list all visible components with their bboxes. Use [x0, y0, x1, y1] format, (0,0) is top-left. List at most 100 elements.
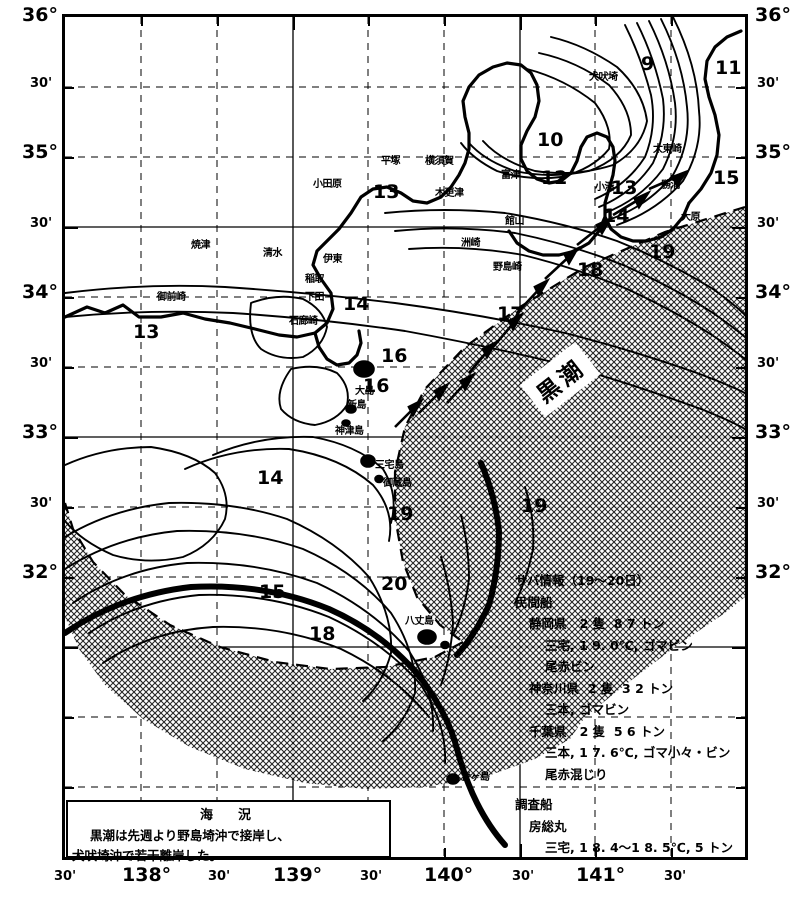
lon-label-138: 138° [122, 864, 172, 886]
place-label-hachijojima: 八丈島 [405, 616, 434, 627]
tick-left-4 [65, 297, 74, 299]
saba-entry-3-vessel-name: 房総丸 [529, 818, 567, 834]
lon-label-140: 140° [424, 864, 474, 886]
saba-entry-1-vessels: 2 隻 [587, 680, 614, 696]
tick-right-8 [736, 577, 745, 579]
lon-label-138.5: 30' [208, 869, 231, 884]
lat-label-left-32.5: 30' [30, 496, 53, 511]
lat-label-left-36: 36° [22, 4, 58, 26]
isotherm-label-12: 12 [541, 167, 568, 189]
tick-bottom-8 [671, 848, 673, 857]
isotherm-label-9: 9 [641, 53, 655, 75]
tick-right-2 [736, 157, 745, 159]
lat-label-right-33.5: 30' [757, 356, 780, 371]
saba-entry-2-catch: 5 6 トン [613, 723, 665, 739]
saba-entry-0-vessels: 2 隻 [579, 616, 606, 631]
island-mikurajima [374, 474, 384, 484]
isotherm-layer [65, 17, 745, 848]
isotherm-label-19c: 19 [521, 495, 548, 517]
isotherm-label-18a: 18 [577, 259, 604, 281]
sea-condition-box: 海 況 黒潮は先週より野島埼沖で接岸し、 犬吠埼沖で若干離岸した。 [66, 800, 391, 863]
tick-left-6 [65, 437, 78, 439]
saba-entry-2-vessels: 2 隻 [579, 723, 606, 739]
isotherm-label-11: 11 [715, 57, 742, 79]
isotherm-label-10: 10 [537, 129, 564, 151]
place-label-inubosaki: 犬吠埼 [589, 72, 618, 83]
tick-top-1 [141, 17, 143, 26]
tick-top-7 [595, 17, 597, 26]
lat-label-left-35.5: 30' [30, 76, 53, 91]
lon-label-140.5: 30' [512, 869, 535, 884]
lat-label-right-34: 34° [755, 281, 791, 303]
tick-right-6 [732, 437, 745, 439]
place-label-omaezaki: 御前崎 [157, 292, 186, 303]
lat-label-right-35: 35° [755, 141, 791, 163]
place-label-ito: 伊東 [323, 254, 343, 265]
lon-label-141.5: 30' [664, 869, 687, 884]
tick-bottom-5 [444, 848, 446, 857]
current-vectors-layer [394, 169, 690, 428]
place-label-odawara: 小田原 [313, 179, 342, 190]
isotherm-label-15b: 15 [259, 581, 286, 603]
isotherm-label-14b: 14 [343, 293, 370, 315]
lat-label-left-35: 35° [22, 141, 58, 163]
saba-entry-0-catch: 8 7 トン [613, 616, 665, 631]
isotherm-label-13c: 13 [133, 321, 160, 343]
saba-entry-2-prefecture: 千葉県 [529, 723, 567, 739]
place-label-kozushima: 神津島 [335, 426, 364, 437]
lat-label-right-35.5: 30' [757, 76, 780, 91]
place-label-futtsu: 富津 [501, 170, 521, 181]
tick-top-3 [293, 17, 295, 30]
place-label-yokosuka: 横須賀 [425, 156, 454, 167]
place-label-katsuura: 勝浦 [661, 180, 681, 191]
isotherm-label-17: 17 [497, 303, 524, 325]
lon-label-139: 139° [273, 864, 323, 886]
sea-condition-line1: 黒潮は先週より野島埼沖で接岸し、 [90, 828, 290, 843]
lat-label-right-33: 33° [755, 421, 791, 443]
map-plot: 黒潮 小田原 平塚 横須賀 富津 木更津 館山 伊東 下田 稲取 石廊崎 御前崎… [65, 17, 745, 857]
isotherm-label-19a: 19 [649, 241, 676, 263]
tick-left-9 [65, 647, 78, 649]
tick-left-8 [65, 577, 74, 579]
tick-top-2 [217, 17, 219, 26]
place-label-sunosaki: 洲崎 [461, 238, 481, 249]
isotherm-label-13a: 13 [611, 177, 638, 199]
isotherm-label-14a: 14 [603, 205, 630, 227]
saba-group-0-label: 民間船 [515, 594, 553, 610]
tick-right-1 [736, 87, 745, 89]
place-label-kominato: 小湊 [595, 182, 615, 193]
lat-label-left-33.5: 30' [30, 356, 53, 371]
saba-info-panel: サバ情報（19～20日） 民間船 静岡県 2 隻 8 7 トン 三宅, 1 9.… [515, 570, 745, 857]
place-label-ohara: 大原 [681, 212, 701, 223]
tick-top-5 [444, 17, 446, 26]
saba-entry-1-detail-0: 三本, ゴマビン [545, 702, 630, 717]
tick-right-4 [736, 297, 745, 299]
lon-label-141: 141° [576, 864, 626, 886]
tick-left-10 [65, 717, 74, 719]
place-label-inatori: 稲取 [305, 274, 325, 285]
tick-left-11 [65, 787, 74, 789]
tick-top-4 [368, 17, 370, 26]
saba-group-1-label: 調査船 [515, 797, 553, 812]
sea-condition-title: 海 況 [199, 808, 257, 823]
tick-left-2 [65, 157, 74, 159]
tick-left-7 [65, 507, 74, 509]
island-aogashima [446, 773, 460, 785]
isotherm-label-18b: 18 [309, 623, 336, 645]
island-miyakejima [360, 454, 376, 468]
saba-entry-1-catch: 3 2 トン [622, 680, 674, 696]
tick-top-6 [520, 17, 522, 30]
tick-right-11 [736, 787, 745, 789]
saba-entry-2-detail-1: 尾赤混じり [545, 766, 608, 782]
lon-label-137.5: 30' [54, 869, 77, 884]
tick-right-7 [736, 507, 745, 509]
map-frame: 黒潮 小田原 平塚 横須賀 富津 木更津 館山 伊東 下田 稲取 石廊崎 御前崎… [62, 14, 748, 860]
saba-entry-1-summary: 神奈川県 2 隻 3 2 トン [515, 678, 745, 700]
island-hachijojima [417, 629, 437, 645]
isotherm-label-16b: 16 [363, 375, 390, 397]
lat-label-left-34.5: 30' [30, 216, 53, 231]
place-label-irozaki: 石廊崎 [289, 316, 318, 327]
place-label-yaizu: 焼津 [191, 240, 211, 251]
lat-label-right-32.5: 30' [757, 496, 780, 511]
